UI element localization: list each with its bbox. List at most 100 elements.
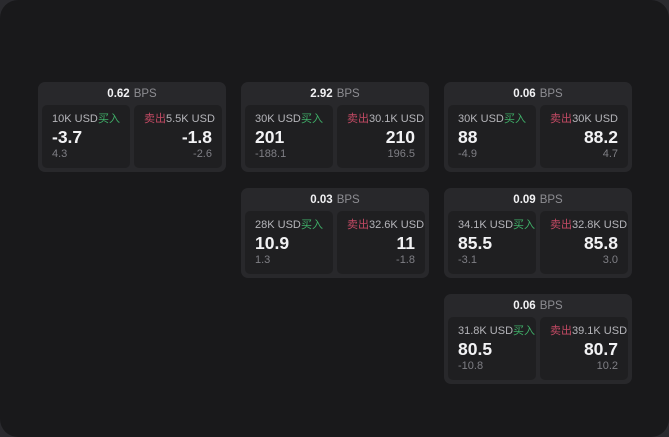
sell-panel[interactable]: 卖出 30.1K USD 210 196.5 xyxy=(337,105,425,168)
bps-value: 0.06 xyxy=(513,87,536,100)
bps-unit-label: BPS xyxy=(539,299,563,312)
sell-panel-header: 卖出 30.1K USD xyxy=(347,112,424,126)
quote-card-5: 0.09 BPS 34.1K USD 买入 85.5 -3.1 卖出 32.8K… xyxy=(444,188,632,278)
buy-price: 88 xyxy=(458,127,478,147)
quote-body: 10K USD 买入 -3.7 4.3 卖出 5.5K USD -1.8 -2.… xyxy=(42,105,222,168)
bps-header: 0.06 BPS xyxy=(448,82,628,105)
sell-amount: 30K USD xyxy=(572,113,618,125)
bps-value: 0.09 xyxy=(513,193,536,206)
sell-panel[interactable]: 卖出 32.6K USD 11 -1.8 xyxy=(337,211,425,274)
sell-price: 80.7 xyxy=(583,339,618,359)
sell-change: -1.8 xyxy=(396,254,415,266)
buy-side-label: 买入 xyxy=(513,325,536,337)
sell-panel[interactable]: 卖出 30K USD 88.2 4.7 xyxy=(540,105,628,168)
buy-amount: 10K USD xyxy=(52,113,98,125)
bps-unit-label: BPS xyxy=(539,87,563,100)
sell-price: -1.8 xyxy=(181,127,212,147)
buy-change: 1.3 xyxy=(255,254,271,266)
bps-header: 0.03 BPS xyxy=(245,188,425,211)
buy-change: -3.1 xyxy=(458,254,477,266)
quote-card-2: 2.92 BPS 30K USD 买入 201 -188.1 卖出 30.1K … xyxy=(241,82,429,172)
sell-panel[interactable]: 卖出 5.5K USD -1.8 -2.6 xyxy=(134,105,222,168)
sell-side-label: 卖出 xyxy=(347,113,369,125)
sell-price: 85.8 xyxy=(583,233,618,253)
buy-panel[interactable]: 28K USD 买入 10.9 1.3 xyxy=(245,211,333,274)
bps-unit-label: BPS xyxy=(133,87,157,100)
buy-side-label: 买入 xyxy=(98,113,120,125)
quote-body: 31.8K USD 买入 80.5 -10.8 卖出 39.1K USD 80.… xyxy=(448,317,628,380)
sell-price: 11 xyxy=(396,233,416,253)
sell-side-label: 卖出 xyxy=(347,219,369,231)
quote-card-1: 0.62 BPS 10K USD 买入 -3.7 4.3 卖出 5.5K USD… xyxy=(38,82,226,172)
sell-price: 210 xyxy=(385,127,415,147)
buy-panel[interactable]: 10K USD 买入 -3.7 4.3 xyxy=(42,105,130,168)
bps-header: 2.92 BPS xyxy=(245,82,425,105)
buy-amount: 31.8K USD xyxy=(458,325,514,337)
quote-card-6: 0.06 BPS 31.8K USD 买入 80.5 -10.8 卖出 39.1… xyxy=(444,294,632,384)
buy-price: -3.7 xyxy=(52,127,83,147)
buy-side-label: 买入 xyxy=(504,113,526,125)
bps-value: 2.92 xyxy=(310,87,333,100)
bps-header: 0.06 BPS xyxy=(448,294,628,317)
buy-change: 4.3 xyxy=(52,148,68,160)
sell-change: 4.7 xyxy=(602,148,618,160)
sell-panel-header: 卖出 32.6K USD xyxy=(347,218,424,232)
sell-side-label: 卖出 xyxy=(550,325,572,337)
buy-panel-header: 34.1K USD 买入 xyxy=(458,218,535,232)
sell-amount: 39.1K USD xyxy=(572,325,628,337)
bps-header: 0.62 BPS xyxy=(42,82,222,105)
buy-change: -10.8 xyxy=(458,360,484,372)
quote-card-3: 0.06 BPS 30K USD 买入 88 -4.9 卖出 30K USD 8… xyxy=(444,82,632,172)
bps-value: 0.62 xyxy=(107,87,130,100)
sell-price: 88.2 xyxy=(583,127,618,147)
buy-panel-header: 30K USD 买入 xyxy=(458,112,526,126)
quote-body: 34.1K USD 买入 85.5 -3.1 卖出 32.8K USD 85.8… xyxy=(448,211,628,274)
sell-panel[interactable]: 卖出 32.8K USD 85.8 3.0 xyxy=(540,211,628,274)
buy-panel[interactable]: 34.1K USD 买入 85.5 -3.1 xyxy=(448,211,536,274)
bps-unit-label: BPS xyxy=(539,193,563,206)
buy-price: 10.9 xyxy=(255,233,290,253)
sell-amount: 32.6K USD xyxy=(369,219,425,231)
sell-change: -2.6 xyxy=(193,148,212,160)
buy-panel-header: 30K USD 买入 xyxy=(255,112,323,126)
sell-panel[interactable]: 卖出 39.1K USD 80.7 10.2 xyxy=(540,317,628,380)
sell-side-label: 卖出 xyxy=(550,113,572,125)
buy-side-label: 买入 xyxy=(301,219,323,231)
bps-unit-label: BPS xyxy=(336,193,360,206)
cards-grid: 0.62 BPS 10K USD 买入 -3.7 4.3 卖出 5.5K USD… xyxy=(38,82,632,384)
sell-panel-header: 卖出 5.5K USD xyxy=(144,112,215,126)
buy-side-label: 买入 xyxy=(301,113,323,125)
sell-amount: 5.5K USD xyxy=(166,113,215,125)
sell-change: 10.2 xyxy=(596,360,618,372)
buy-change: -4.9 xyxy=(458,148,477,160)
sell-change: 3.0 xyxy=(602,254,618,266)
buy-amount: 30K USD xyxy=(255,113,301,125)
bps-value: 0.03 xyxy=(310,193,333,206)
buy-price: 201 xyxy=(255,127,285,147)
buy-panel-header: 28K USD 买入 xyxy=(255,218,323,232)
sell-amount: 32.8K USD xyxy=(572,219,628,231)
buy-panel-header: 10K USD 买入 xyxy=(52,112,120,126)
sell-change: 196.5 xyxy=(387,148,415,160)
sell-panel-header: 卖出 32.8K USD xyxy=(550,218,627,232)
buy-panel[interactable]: 30K USD 买入 88 -4.9 xyxy=(448,105,536,168)
sell-panel-header: 卖出 39.1K USD xyxy=(550,324,627,338)
buy-panel-header: 31.8K USD 买入 xyxy=(458,324,535,338)
buy-price: 80.5 xyxy=(458,339,493,359)
quote-body: 30K USD 买入 201 -188.1 卖出 30.1K USD 210 1… xyxy=(245,105,425,168)
sell-side-label: 卖出 xyxy=(550,219,572,231)
buy-amount: 28K USD xyxy=(255,219,301,231)
sell-amount: 30.1K USD xyxy=(369,113,425,125)
quote-card-4: 0.03 BPS 28K USD 买入 10.9 1.3 卖出 32.6K US… xyxy=(241,188,429,278)
buy-change: -188.1 xyxy=(255,148,287,160)
sell-side-label: 卖出 xyxy=(144,113,166,125)
bps-value: 0.06 xyxy=(513,299,536,312)
bps-header: 0.09 BPS xyxy=(448,188,628,211)
buy-price: 85.5 xyxy=(458,233,493,253)
buy-amount: 34.1K USD xyxy=(458,219,514,231)
buy-panel[interactable]: 30K USD 买入 201 -188.1 xyxy=(245,105,333,168)
sell-panel-header: 卖出 30K USD xyxy=(550,112,618,126)
buy-panel[interactable]: 31.8K USD 买入 80.5 -10.8 xyxy=(448,317,536,380)
buy-amount: 30K USD xyxy=(458,113,504,125)
